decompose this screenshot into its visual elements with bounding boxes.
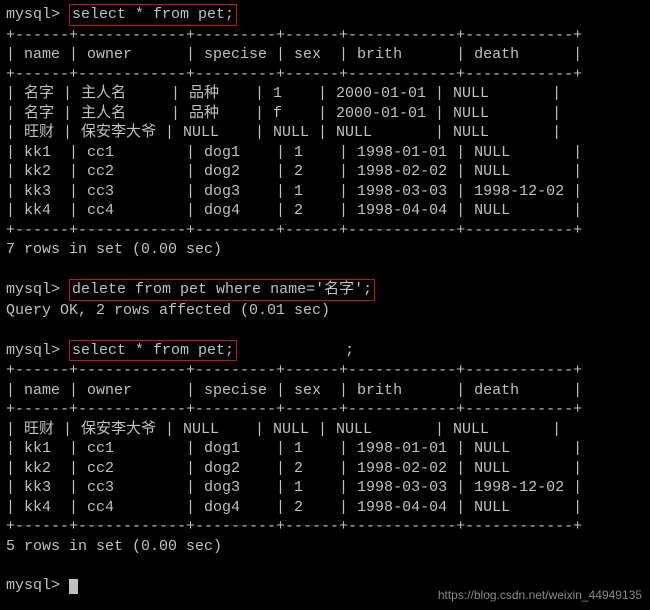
terminal-output: mysql> select * from pet; +------+------… [0, 0, 650, 599]
rows-in-set-1: 7 rows in set (0.00 sec) [6, 240, 644, 260]
command-delete: delete from pet where name='名字'; [69, 279, 375, 301]
rows-in-set-2: 5 rows in set (0.00 sec) [6, 537, 644, 557]
prompt-line-1: mysql> select * from pet; [6, 4, 644, 26]
prompt-text: mysql> [6, 342, 60, 359]
result-table-1: +------+------------+---------+------+--… [6, 26, 644, 241]
prompt-line-2: mysql> delete from pet where name='名字'; [6, 279, 644, 301]
blank-line [6, 320, 644, 340]
query-ok: Query OK, 2 rows affected (0.01 sec) [6, 301, 644, 321]
result-table-2: +------+------------+---------+------+--… [6, 361, 644, 537]
prompt-text: mysql> [6, 281, 60, 298]
command-select-1: select * from pet; [69, 4, 237, 26]
prompt-line-3: mysql> select * from pet; ; [6, 340, 644, 362]
cursor-icon [69, 579, 78, 594]
blank-line [6, 260, 644, 280]
watermark-text: https://blog.csdn.net/weixin_44949135 [438, 588, 642, 604]
command-select-2: select * from pet; [69, 340, 237, 362]
blank-line [6, 556, 644, 576]
prompt-text: mysql> [6, 577, 60, 594]
extra-semicolon: ; [237, 342, 354, 359]
prompt-text: mysql> [6, 6, 60, 23]
